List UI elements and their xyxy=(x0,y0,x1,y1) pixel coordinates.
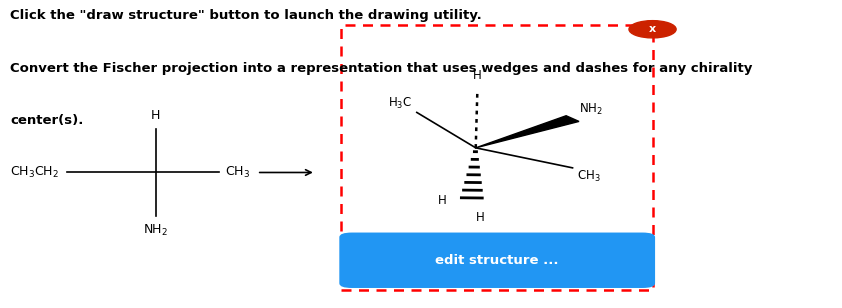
Text: Convert the Fischer projection into a representation that uses wedges and dashes: Convert the Fischer projection into a re… xyxy=(10,62,753,75)
Text: edit structure ...: edit structure ... xyxy=(435,254,559,267)
Text: H$_3$C: H$_3$C xyxy=(388,96,413,111)
Polygon shape xyxy=(476,116,579,148)
Text: NH$_2$: NH$_2$ xyxy=(579,102,603,117)
Text: NH$_2$: NH$_2$ xyxy=(143,223,168,238)
Text: Click the "draw structure" button to launch the drawing utility.: Click the "draw structure" button to lau… xyxy=(10,9,482,22)
Text: CH$_3$: CH$_3$ xyxy=(577,169,600,184)
FancyBboxPatch shape xyxy=(341,25,653,290)
Text: H: H xyxy=(476,211,484,224)
Text: CH$_3$CH$_2$: CH$_3$CH$_2$ xyxy=(10,165,59,180)
Circle shape xyxy=(629,21,676,38)
Text: x: x xyxy=(649,24,656,34)
Text: center(s).: center(s). xyxy=(10,114,83,127)
Text: H: H xyxy=(151,109,161,122)
Text: H: H xyxy=(473,69,482,82)
Text: CH$_3$: CH$_3$ xyxy=(225,165,250,180)
Text: H: H xyxy=(438,194,446,207)
FancyBboxPatch shape xyxy=(339,233,655,288)
